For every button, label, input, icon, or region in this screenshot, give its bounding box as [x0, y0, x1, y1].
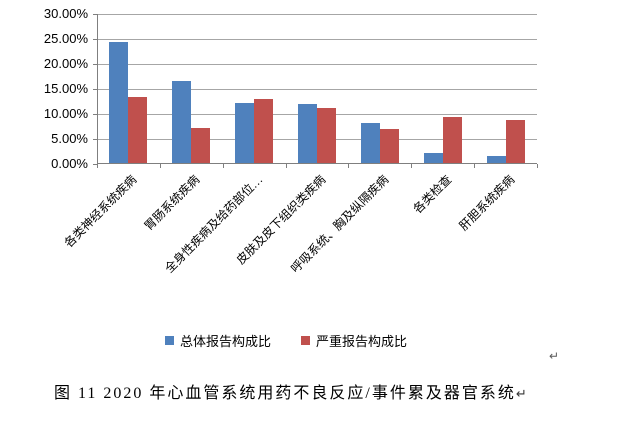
legend-item: 总体报告构成比 [164, 331, 271, 350]
x-axis-label: 肝胆系统疾病 [456, 172, 517, 234]
x-tick [474, 164, 476, 168]
legend-swatch [164, 336, 174, 345]
legend-swatch [301, 336, 310, 345]
y-axis-label: 25.00% [43, 31, 88, 46]
x-axis-label: 各类神经系统疾病 [61, 172, 140, 251]
y-tick [93, 114, 97, 115]
bar-serious [128, 96, 148, 164]
y-tick [93, 14, 97, 15]
bar-total [486, 156, 506, 164]
legend-label: 严重报告构成比 [316, 334, 408, 349]
legend-item: 严重报告构成比 [301, 331, 407, 350]
x-tick [411, 164, 413, 168]
paragraph-mark: ↵ [549, 349, 560, 363]
y-tick [93, 39, 97, 40]
gridline [97, 39, 537, 40]
x-tick [159, 164, 161, 168]
bar-serious [191, 128, 211, 164]
bar-serious [505, 119, 525, 164]
gridline [97, 64, 537, 65]
chart-legend: 总体报告构成比 严重报告构成比 [0, 331, 572, 350]
x-tick [285, 164, 287, 168]
y-axis-label: 0.00% [51, 156, 88, 171]
y-tick [93, 64, 97, 65]
legend-label: 总体报告构成比 [179, 334, 271, 349]
y-axis-label: 15.00% [43, 81, 88, 96]
y-axis-line [97, 14, 98, 164]
x-tick [537, 164, 538, 168]
bar-total [235, 102, 255, 164]
y-tick [93, 164, 97, 165]
bar-serious [254, 98, 274, 164]
bar-serious [379, 129, 399, 164]
caption-text: 图 11 2020 年心血管系统用药不良反应/事件累及器官系统 [54, 385, 516, 402]
y-axis-label: 20.00% [43, 56, 88, 71]
bar-total [360, 122, 380, 164]
bar-total [423, 152, 443, 164]
x-tick [348, 164, 350, 168]
embedded-bar-chart[interactable]: 0.00% 5.00% 10.00% 15.00% 20.00% 25.00% 30.00%… [0, 0, 626, 375]
y-axis-label: 5.00% [51, 131, 88, 146]
gridline [97, 14, 537, 15]
figure-caption: 图 11 2020 年心血管系统用药不良反应/事件累及器官系统↵ [54, 379, 527, 403]
bar-serious [317, 107, 336, 164]
x-tick [97, 164, 98, 168]
bar-total [298, 103, 317, 164]
x-axis-line [97, 163, 537, 164]
x-axis-label: 各类检查 [410, 172, 455, 217]
gridline [97, 89, 537, 90]
x-tick [222, 164, 224, 168]
x-axis-label: 胃肠系统疾病 [141, 172, 203, 234]
y-tick [93, 89, 97, 90]
bar-total [109, 41, 129, 164]
y-tick [93, 139, 97, 140]
plot-area [93, 14, 538, 168]
y-axis-label: 10.00% [43, 106, 88, 121]
caption-paragraph-mark: ↵ [515, 386, 527, 401]
bar-total [172, 80, 192, 164]
bar-serious [442, 116, 462, 164]
y-axis-label: 30.00% [43, 6, 88, 21]
